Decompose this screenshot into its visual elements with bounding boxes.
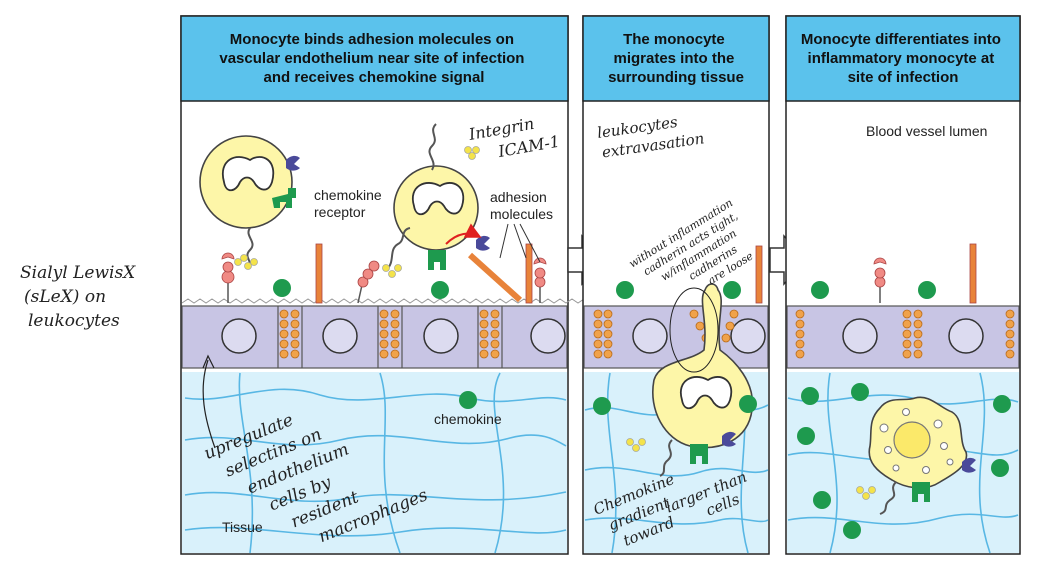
selectin-p3 [873,257,887,303]
handwritten-sialyl-lewis: Sialyl LewisX (sLeX) on leukocytes [20,263,141,331]
panel-1-header [180,15,569,102]
selectin-left [221,252,235,303]
panel-2: The monocyte migrates into the surroundi… [582,15,770,555]
chemokine-receptor-label: chemokine receptor [314,187,386,220]
monocyte-binding [382,123,490,278]
panel-2-title: The monocyte migrates into the surroundi… [608,31,744,86]
tissue-label: Tissue [222,519,263,535]
integrin-icon [286,155,300,171]
panel-2-header [582,15,770,102]
adhesion-rod-2 [525,243,533,304]
panel-3-title: Monocyte differentiates into inflammator… [801,31,1005,86]
cadherin-junctions [279,309,500,359]
chemokine-receptor-icon [272,188,296,208]
inflammatory-monocyte [856,396,976,515]
panel-3-header [785,15,1021,102]
panel-1: Monocyte binds adhesion molecules on vas… [180,15,603,555]
adhesion-rod-bent [467,252,523,303]
panel-3: Monocyte differentiates into inflammator… [785,15,1021,555]
tissue-region [182,372,567,553]
selectin-middle [357,260,380,304]
panel-1-title: Monocyte binds adhesion molecules on vas… [219,31,528,86]
endothelial-nuclei [221,318,566,354]
lumen-label: Blood vessel lumen [866,123,987,139]
monocyte-rolling [199,135,300,270]
integrin-icon [476,235,490,251]
tissue-fibers [184,372,567,554]
chemokine-dot [273,279,291,297]
annotation-pointer [202,359,216,449]
chemokine-dot [459,391,477,409]
activation-arrow [445,223,482,245]
chemokine-label: chemokine [434,411,502,427]
monocyte-migrating [626,283,754,477]
annotation-circle [669,287,719,373]
chemokine-dot [431,281,449,299]
adhesion-molecules-label: adhesion molecules [490,189,553,222]
adhesion-rod-1 [315,243,323,304]
